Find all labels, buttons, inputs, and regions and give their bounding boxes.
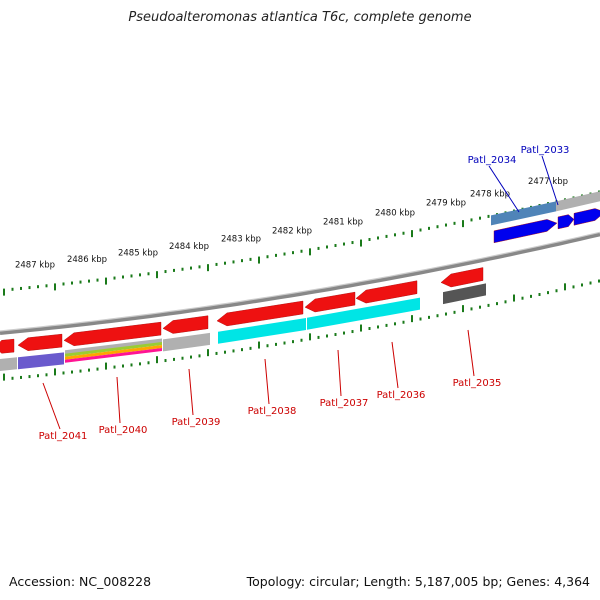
kbp-label: 2477 kbp <box>528 177 568 187</box>
gene-arrow <box>216 300 304 327</box>
cog-band <box>65 338 162 355</box>
gene-label: Patl_2038 <box>248 406 297 417</box>
leader-line <box>116 376 121 424</box>
gene-arrow <box>355 280 418 304</box>
map-title: Pseudoalteromonas atlantica T6c, complet… <box>128 10 472 25</box>
gene-features <box>0 191 600 371</box>
kbp-label: 2483 kbp <box>221 234 261 244</box>
leader-line <box>467 329 475 377</box>
cog-band <box>443 283 486 305</box>
gene-label: Patl_2036 <box>377 390 426 401</box>
kbp-label: 2481 kbp <box>323 218 363 228</box>
backbone-line <box>0 232 600 335</box>
gene-label: Patl_2040 <box>99 425 148 436</box>
gene-label: Patl_2041 <box>39 431 88 442</box>
genome-backbone <box>0 231 600 335</box>
cog-band <box>18 352 64 370</box>
kbp-label: 2487 kbp <box>15 261 55 271</box>
kbp-label: 2485 kbp <box>118 249 158 259</box>
gene-arrow <box>573 208 600 226</box>
kbp-label: 2478 kbp <box>470 190 510 200</box>
cog-band <box>218 318 306 344</box>
cog-band <box>307 297 420 330</box>
gene-label: Patl_2035 <box>453 378 502 389</box>
gene-arrow <box>63 321 162 347</box>
kbp-label: 2484 kbp <box>169 242 209 252</box>
leader-line <box>42 382 61 430</box>
cog-band <box>0 357 17 371</box>
cog-band <box>65 342 162 357</box>
gene-arrow <box>440 267 484 288</box>
gene-arrow <box>557 214 575 230</box>
kbp-label: 2486 kbp <box>67 255 107 265</box>
gene-arrow <box>493 219 558 244</box>
cog-band <box>65 348 162 363</box>
kbp-label: 2480 kbp <box>375 208 415 218</box>
gene-labels: Patl_2041 Patl_2040 Patl_2039 Patl_2038 Patl… <box>39 145 570 442</box>
cog-band <box>491 201 556 226</box>
leader-line <box>264 358 270 405</box>
kbp-labels: 2487 kbp 2486 kbp 2485 kbp 2484 kbp 2483 kbp… <box>15 177 568 270</box>
leader-line <box>391 341 399 389</box>
kbp-label: 2482 kbp <box>272 226 312 236</box>
gene-label: Patl_2039 <box>172 417 221 428</box>
gene-arrow <box>17 333 63 351</box>
leader-line <box>188 368 194 416</box>
cog-band <box>556 191 600 212</box>
gene-arrow <box>0 338 15 354</box>
backbone-highlight <box>0 231 600 332</box>
accession-text: Accession: NC_008228 <box>9 574 152 589</box>
tick-marks <box>3 190 600 381</box>
genome-summary-text: Topology: circular; Length: 5,187,005 bp… <box>246 574 590 589</box>
gene-arrow <box>162 315 209 334</box>
gene-label: Patl_2033 <box>521 145 570 156</box>
leader-line <box>541 155 559 206</box>
gene-label: Patl_2034 <box>468 155 517 166</box>
gene-arrow <box>304 291 356 313</box>
leader-line <box>488 165 520 213</box>
leader-line <box>337 349 342 397</box>
cog-band <box>163 332 210 352</box>
gene-label: Patl_2037 <box>320 398 369 409</box>
cog-band <box>65 345 162 360</box>
kbp-label: 2479 kbp <box>426 199 466 209</box>
